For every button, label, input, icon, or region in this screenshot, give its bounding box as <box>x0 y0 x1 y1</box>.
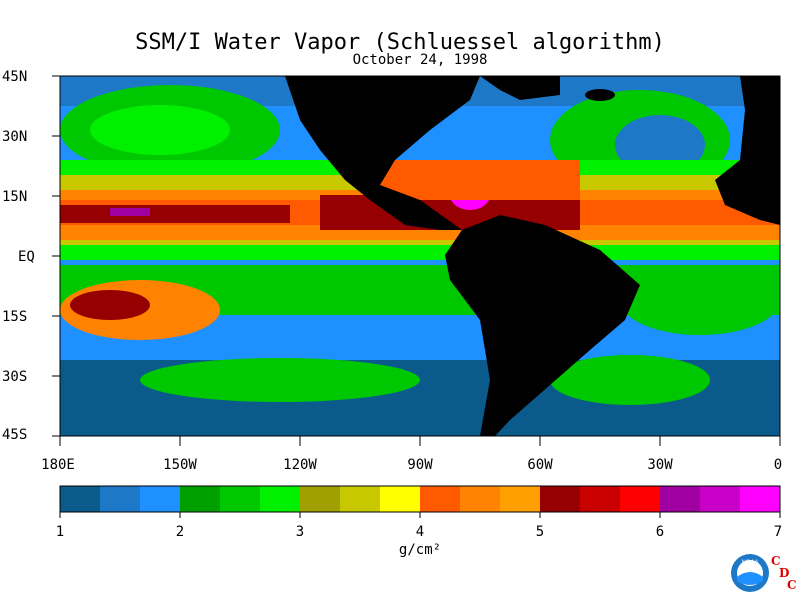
colorbar-swatch <box>620 486 661 512</box>
lon-label-120w: 120W <box>283 457 317 473</box>
colorbar-swatch <box>220 486 261 512</box>
north-pacific-core <box>90 105 230 155</box>
latitude-ticks <box>52 75 60 437</box>
lat-label-30n: 30N <box>2 129 28 145</box>
map-title: SSM/I Water Vapor (Schluessel algorithm) <box>135 30 665 55</box>
cdc-letter-c2: C <box>787 578 797 592</box>
colorbar-swatch <box>180 486 221 512</box>
colorbar <box>59 485 781 518</box>
south-pacific-band <box>140 358 420 402</box>
itcz-west-peak <box>60 205 290 223</box>
gulf-moist <box>380 160 580 200</box>
lon-label-60w: 60W <box>527 457 553 473</box>
lon-label-180e: 180E <box>41 457 75 473</box>
map-date: October 24, 1998 <box>352 52 488 68</box>
colorbar-units: g/cm² <box>398 542 442 558</box>
colorbar-tick-3: 3 <box>295 524 305 540</box>
longitude-ticks <box>59 436 781 446</box>
africa-europe-land <box>715 76 780 225</box>
colorbar-swatch <box>420 486 461 512</box>
south-atlantic-moist <box>620 265 780 335</box>
lat-label-eq: EQ <box>18 249 35 265</box>
noaa-logo-icon: NOAA <box>731 554 769 592</box>
colorbar-swatch <box>700 486 741 512</box>
colorbar-tick-4: 4 <box>415 524 425 540</box>
colorbar-swatch <box>580 486 621 512</box>
colorbar-swatch <box>500 486 541 512</box>
colorbar-swatch <box>140 486 181 512</box>
lon-label-0: 0 <box>773 457 783 473</box>
colorbar-swatch <box>740 486 781 512</box>
lat-label-15n: 15N <box>2 189 28 205</box>
colorbar-tick-1: 1 <box>55 524 65 540</box>
lon-label-90w: 90W <box>407 457 433 473</box>
lon-label-150w: 150W <box>163 457 197 473</box>
colorbar-swatch <box>540 486 581 512</box>
spcz-peak <box>70 290 150 320</box>
north-america-east <box>480 76 560 100</box>
colorbar-swatch <box>100 486 141 512</box>
colorbar-swatch <box>460 486 501 512</box>
colorbar-tick-7: 7 <box>773 524 783 540</box>
colorbar-swatch <box>260 486 301 512</box>
colorbar-tick-6: 6 <box>655 524 665 540</box>
north-america-land <box>285 76 480 230</box>
colorbar-swatch <box>300 486 341 512</box>
itcz-west-max <box>110 208 150 216</box>
lat-label-15s: 15S <box>2 309 28 325</box>
south-america-land <box>445 215 640 436</box>
lon-label-30w: 30W <box>647 457 673 473</box>
south-atlantic-band <box>550 355 710 405</box>
colorbar-swatch <box>380 486 421 512</box>
colorbar-swatch <box>60 486 101 512</box>
cdc-letter-c1: C <box>771 554 781 568</box>
colorbar-tick-5: 5 <box>535 524 545 540</box>
island-land <box>585 89 615 101</box>
noaa-badge-text: NOAA <box>741 560 758 566</box>
colorbar-swatch <box>340 486 381 512</box>
colorbar-tick-2: 2 <box>175 524 185 540</box>
colorbar-swatch <box>660 486 701 512</box>
cdc-letter-d: D <box>779 566 790 580</box>
lat-label-45s: 45S <box>2 427 28 443</box>
lat-label-45n: 45N <box>2 69 28 85</box>
lat-label-30s: 30S <box>2 369 28 385</box>
